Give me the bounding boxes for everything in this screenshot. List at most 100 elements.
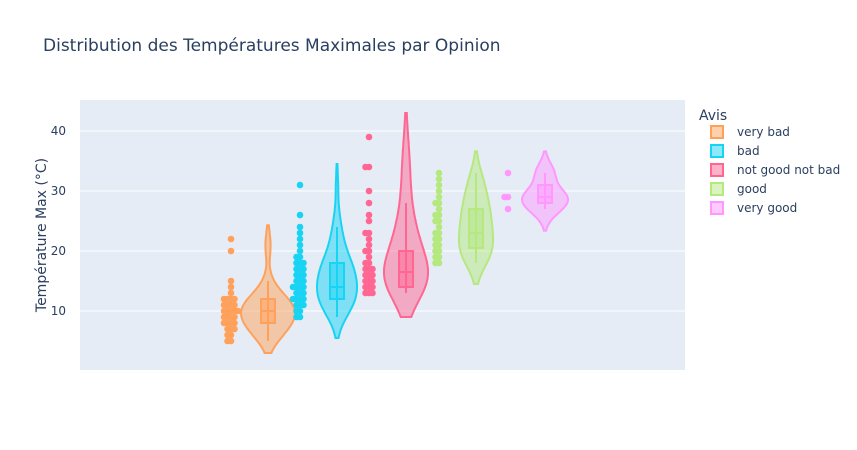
data-point[interactable] (300, 283, 307, 291)
data-point[interactable] (227, 235, 235, 243)
data-point[interactable] (293, 277, 300, 285)
data-point[interactable] (365, 241, 373, 249)
data-point[interactable] (231, 313, 238, 321)
data-point[interactable] (362, 259, 369, 267)
data-point[interactable] (300, 271, 307, 279)
data-point[interactable] (362, 277, 369, 285)
data-point[interactable] (296, 181, 304, 189)
legend-item-bad[interactable]: bad (710, 144, 760, 158)
data-point[interactable] (220, 319, 228, 327)
data-point[interactable] (362, 265, 369, 273)
data-point[interactable] (362, 271, 369, 279)
data-point[interactable] (293, 307, 300, 315)
plot-area[interactable] (80, 100, 685, 370)
violin-good[interactable] (432, 150, 494, 285)
violin-bad[interactable] (289, 163, 358, 339)
data-point[interactable] (432, 235, 439, 243)
data-point[interactable] (362, 289, 369, 297)
data-point[interactable] (362, 229, 369, 237)
data-point[interactable] (296, 211, 304, 219)
data-point[interactable] (220, 295, 228, 303)
data-point[interactable] (227, 283, 235, 291)
box[interactable] (468, 208, 484, 249)
data-point[interactable] (432, 217, 439, 225)
data-point[interactable] (435, 181, 443, 189)
violin-not-good-not-bad[interactable] (362, 112, 429, 318)
data-point[interactable] (224, 325, 231, 333)
data-point[interactable] (365, 133, 373, 141)
data-point[interactable] (293, 313, 300, 321)
data-point[interactable] (227, 277, 235, 285)
data-point[interactable] (365, 217, 373, 225)
data-point[interactable] (435, 223, 443, 231)
data-point[interactable] (234, 307, 242, 315)
data-point[interactable] (300, 259, 307, 267)
data-point[interactable] (231, 295, 238, 303)
data-point[interactable] (227, 289, 235, 297)
data-point[interactable] (432, 211, 439, 219)
data-point[interactable] (289, 283, 297, 291)
data-point[interactable] (224, 337, 231, 345)
data-point[interactable] (296, 241, 304, 249)
legend-item-good[interactable]: good (710, 182, 767, 196)
data-point[interactable] (435, 193, 443, 201)
data-point[interactable] (435, 169, 443, 177)
data-point[interactable] (293, 289, 300, 297)
data-point[interactable] (369, 289, 376, 297)
data-point[interactable] (501, 193, 508, 201)
data-point[interactable] (220, 307, 228, 315)
box[interactable] (537, 184, 553, 204)
data-point[interactable] (296, 247, 304, 255)
data-point[interactable] (231, 301, 238, 309)
violin-very-bad[interactable] (220, 224, 297, 354)
data-point[interactable] (369, 265, 376, 273)
data-point[interactable] (300, 301, 307, 309)
data-point[interactable] (362, 163, 369, 171)
data-point[interactable] (300, 277, 307, 285)
data-point[interactable] (300, 265, 307, 273)
data-point[interactable] (296, 223, 304, 231)
data-point[interactable] (300, 289, 307, 297)
data-point[interactable] (293, 253, 300, 261)
data-point[interactable] (296, 229, 304, 237)
data-point[interactable] (224, 331, 231, 339)
data-point[interactable] (365, 187, 373, 195)
data-point[interactable] (369, 271, 376, 279)
legend-item-not-good-not-bad[interactable]: not good not bad (710, 163, 840, 177)
legend-item-very-good[interactable]: very good (710, 201, 797, 215)
data-point[interactable] (296, 235, 304, 243)
data-point[interactable] (365, 199, 373, 207)
data-point[interactable] (504, 169, 512, 177)
data-point[interactable] (293, 301, 300, 309)
data-point[interactable] (231, 319, 238, 327)
data-point[interactable] (300, 295, 307, 303)
data-point[interactable] (432, 229, 439, 237)
legend-item-very-bad[interactable]: very bad (710, 125, 790, 139)
box[interactable] (329, 262, 345, 300)
box[interactable] (398, 250, 414, 288)
data-point[interactable] (362, 247, 369, 255)
data-point[interactable] (432, 253, 439, 261)
data-point[interactable] (432, 241, 439, 249)
data-point[interactable] (435, 187, 443, 195)
data-point[interactable] (504, 205, 512, 213)
data-point[interactable] (231, 325, 238, 333)
data-point[interactable] (220, 313, 228, 321)
violin-very-good[interactable] (501, 150, 569, 232)
data-point[interactable] (369, 283, 376, 291)
data-point[interactable] (365, 211, 373, 219)
data-point[interactable] (362, 283, 369, 291)
data-point[interactable] (293, 265, 300, 273)
data-point[interactable] (365, 235, 373, 243)
data-point[interactable] (220, 301, 228, 309)
data-point[interactable] (432, 259, 439, 267)
data-point[interactable] (432, 247, 439, 255)
data-point[interactable] (365, 253, 373, 261)
data-point[interactable] (369, 277, 376, 285)
data-point[interactable] (432, 199, 439, 207)
data-point[interactable] (435, 205, 443, 213)
data-point[interactable] (435, 175, 443, 183)
data-point[interactable] (227, 247, 235, 255)
data-point[interactable] (289, 295, 297, 303)
data-point[interactable] (293, 271, 300, 279)
